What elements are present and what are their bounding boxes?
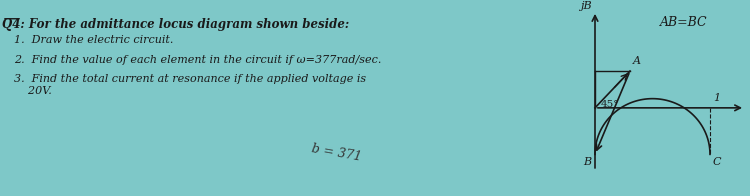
Text: AB=BC: AB=BC: [660, 16, 708, 29]
Text: Q4: For the admittance locus diagram shown beside:: Q4: For the admittance locus diagram sho…: [2, 18, 350, 31]
Text: 1.  Draw the electric circuit.: 1. Draw the electric circuit.: [14, 35, 173, 45]
Text: C: C: [713, 157, 722, 167]
Text: 1: 1: [713, 93, 720, 103]
Text: B: B: [583, 157, 591, 167]
Text: 45°: 45°: [601, 100, 619, 109]
Text: jB: jB: [580, 1, 592, 11]
Text: 2.  Find the value of each element in the circuit if ω=377rad/sec.: 2. Find the value of each element in the…: [14, 54, 381, 64]
Text: b = 371: b = 371: [310, 142, 362, 163]
Text: A: A: [633, 56, 641, 66]
Text: 3.  Find the total current at resonance if the applied voltage is
    20V.: 3. Find the total current at resonance i…: [14, 74, 366, 96]
